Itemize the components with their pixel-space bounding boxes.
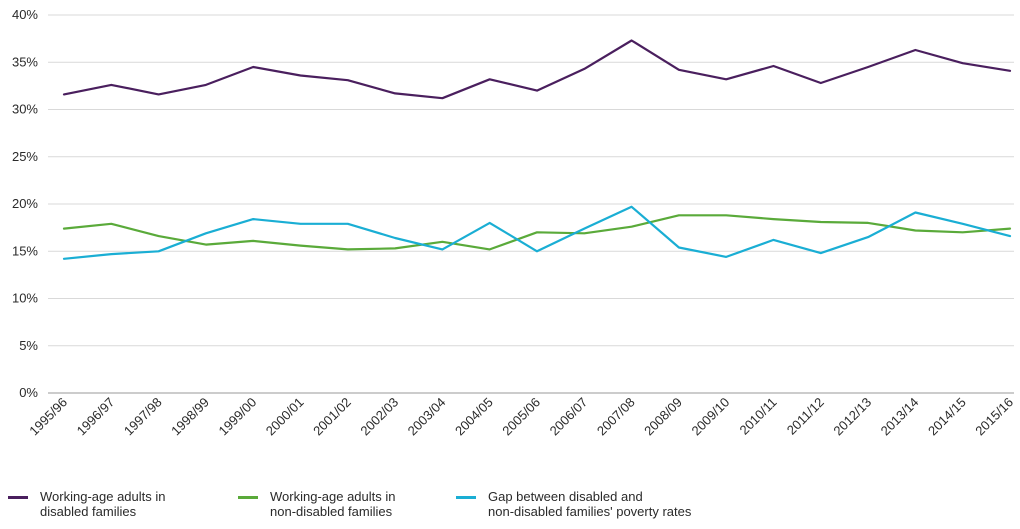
x-tick-label: 2002/03 <box>357 395 401 439</box>
y-tick-label: 40% <box>12 7 38 22</box>
legend-swatch <box>238 496 258 499</box>
y-tick-label: 20% <box>12 196 38 211</box>
legend-label-line: Working-age adults in <box>270 489 396 504</box>
x-tick-label: 1998/99 <box>168 395 212 439</box>
legend-label-line: Gap between disabled and <box>488 489 643 504</box>
x-tick-label: 2006/07 <box>547 395 591 439</box>
gridlines <box>48 14 1014 394</box>
legend-swatch <box>456 496 476 499</box>
series-line-2 <box>62 205 1012 260</box>
x-tick-label: 2000/01 <box>263 395 307 439</box>
legend-item-disabled: Working-age adults in disabled families <box>8 489 300 519</box>
x-tick-label: 1996/97 <box>74 395 118 439</box>
x-tick-label: 2015/16 <box>972 395 1016 439</box>
x-tick-label: 2007/08 <box>594 395 638 439</box>
legend-label-line: non-disabled families <box>270 504 393 519</box>
legend-item-non-disabled: Working-age adults in non-disabled famil… <box>238 489 530 519</box>
legend-label: Working-age adults in disabled families <box>40 489 300 519</box>
y-tick-label: 5% <box>19 338 38 353</box>
x-tick-label: 2012/13 <box>830 395 874 439</box>
legend-label-line: Working-age adults in <box>40 489 166 504</box>
x-tick-label: 1995/96 <box>26 395 70 439</box>
x-tick-label: 2013/14 <box>878 395 922 439</box>
x-tick-label: 2014/15 <box>925 395 969 439</box>
x-tick-label: 2005/06 <box>499 395 543 439</box>
x-axis-ticks: 1995/96 1996/97 1997/98 1998/99 1999/00 2000/… <box>26 395 1016 439</box>
x-tick-label: 2011/12 <box>784 395 827 438</box>
x-tick-label: 2009/10 <box>688 395 732 439</box>
x-tick-label: 2008/09 <box>641 395 685 439</box>
legend-label: Working-age adults in non-disabled famil… <box>270 489 530 519</box>
legend: Working-age adults in disabled families … <box>8 489 1008 529</box>
y-tick-label: 25% <box>12 149 38 164</box>
series-line-0 <box>62 39 1012 100</box>
series-lines <box>62 39 1012 260</box>
y-tick-label: 15% <box>12 243 38 258</box>
x-tick-label: 2003/04 <box>405 395 449 439</box>
x-tick-label: 1997/98 <box>121 395 165 439</box>
legend-item-gap: Gap between disabled and non-disabled fa… <box>456 489 788 519</box>
line-chart: 0% 5% 10% 15% 20% 25% 30% 35% 40% 1995/96 1996/97… <box>12 7 1016 439</box>
y-axis-ticks: 0% 5% 10% 15% 20% 25% 30% 35% 40% <box>12 7 38 400</box>
x-tick-label: 2004/05 <box>452 395 496 439</box>
legend-label: Gap between disabled and non-disabled fa… <box>488 489 788 519</box>
x-tick-label: 1999/00 <box>215 395 259 439</box>
y-tick-label: 0% <box>19 385 38 400</box>
legend-swatch <box>8 496 28 499</box>
series-line-1 <box>62 214 1012 251</box>
legend-label-line: non-disabled families' poverty rates <box>488 504 692 519</box>
y-tick-label: 30% <box>12 102 38 117</box>
legend-label-line: disabled families <box>40 504 137 519</box>
y-tick-label: 10% <box>12 291 38 306</box>
x-tick-label: 2001/02 <box>310 395 354 439</box>
x-tick-label: 2010/11 <box>736 395 779 438</box>
y-tick-label: 35% <box>12 54 38 69</box>
